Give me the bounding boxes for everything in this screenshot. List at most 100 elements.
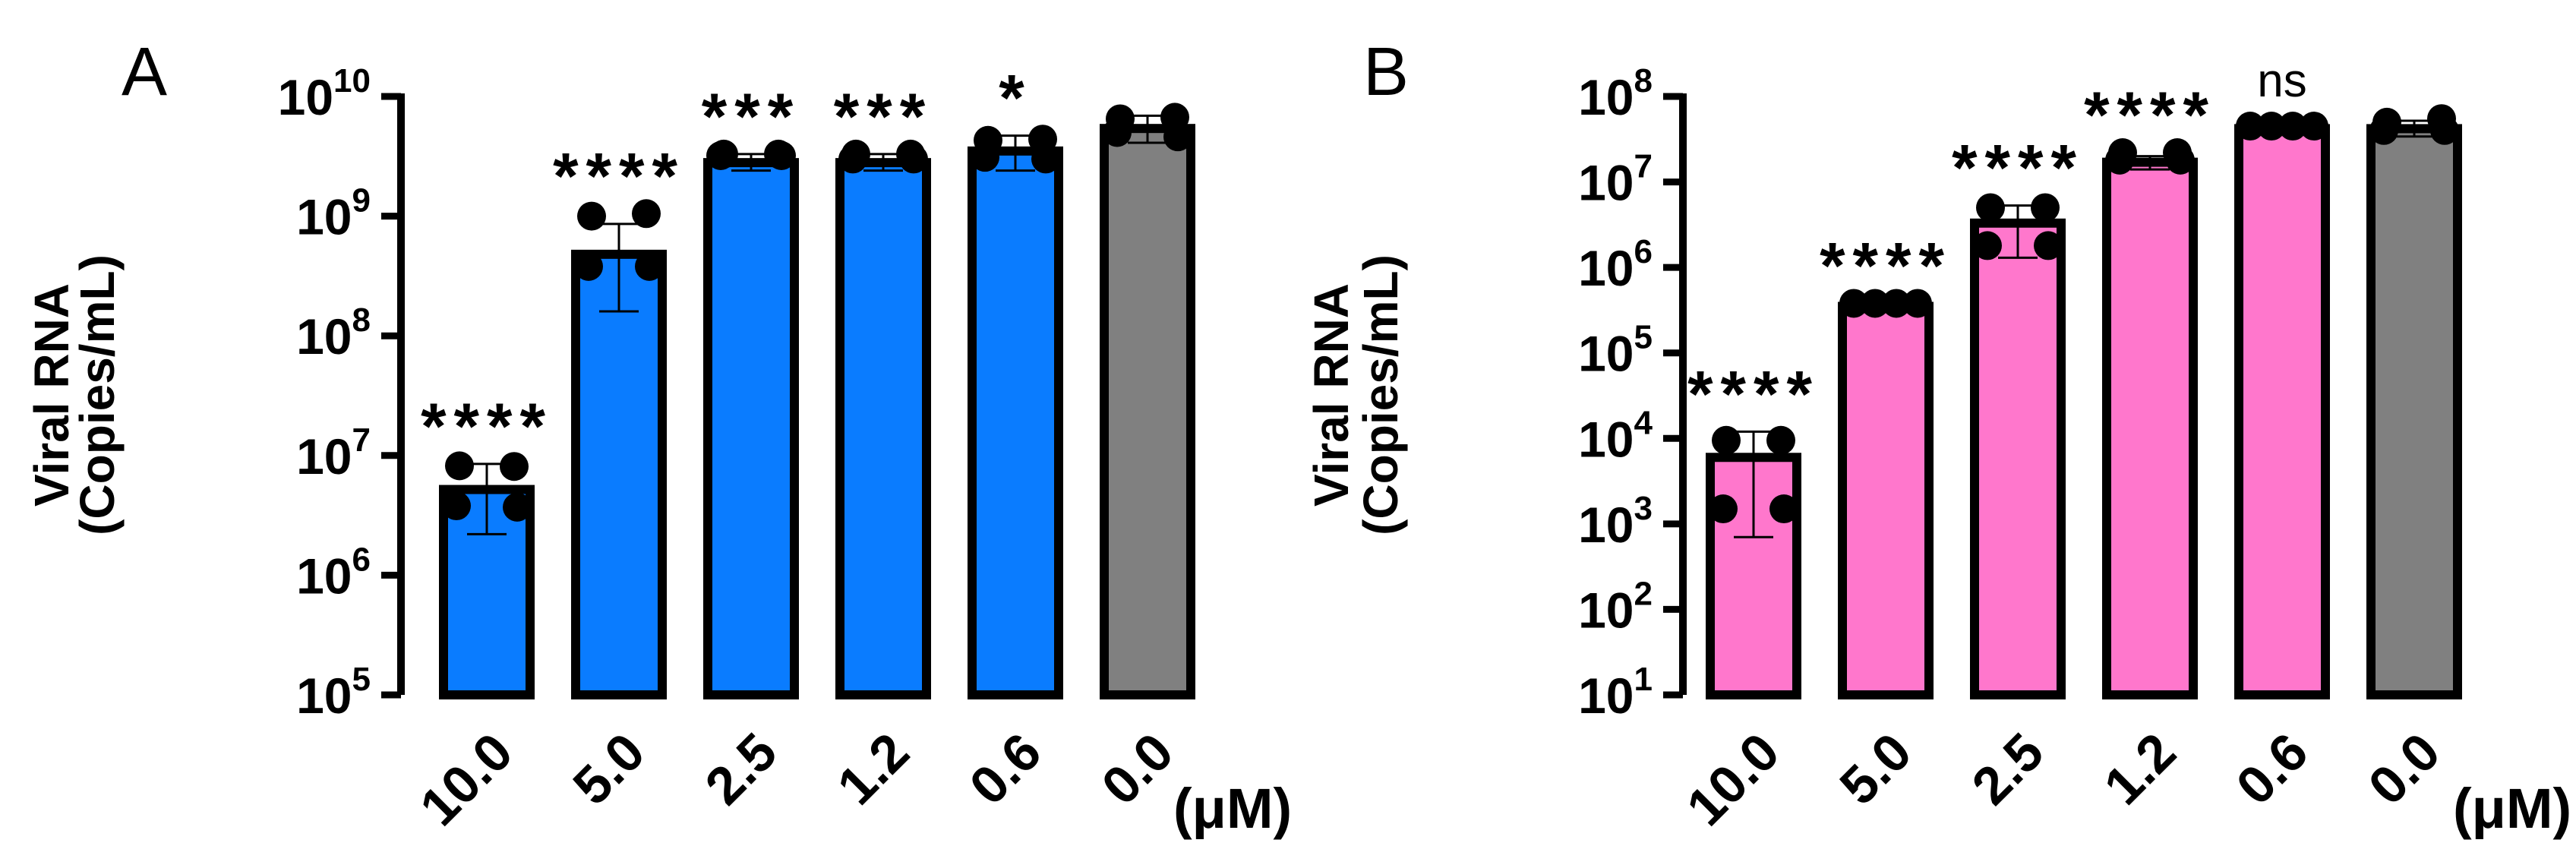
- y-tick-base: 10: [1578, 582, 1634, 638]
- y-tick-label: 107: [296, 421, 371, 485]
- bar: [2366, 124, 2462, 699]
- y-tick-base: 10: [1578, 411, 1634, 467]
- y-tick-base: 10: [1578, 155, 1634, 211]
- y-tick-exponent: 3: [1634, 490, 1653, 527]
- data-point: [635, 251, 664, 281]
- data-point: [1882, 289, 1911, 318]
- bar: [968, 146, 1063, 700]
- bar: [571, 249, 667, 700]
- data-point: [632, 199, 661, 229]
- y-tick-exponent: 1: [1634, 661, 1653, 698]
- data-point: [2300, 112, 2328, 141]
- y-axis-label-line1: Viral RNA: [1304, 283, 1359, 507]
- bar: [2102, 157, 2198, 700]
- significance-label: ****: [553, 140, 685, 213]
- data-point: [442, 491, 471, 521]
- y-tick-exponent: 6: [352, 541, 371, 578]
- y-axis-label-line2: (Copies/mL): [1353, 254, 1408, 535]
- significance-label: ****: [1952, 132, 2084, 205]
- y-tick-label: 1010: [278, 62, 371, 125]
- y-tick-base: 10: [296, 548, 352, 604]
- data-point: [2257, 112, 2286, 141]
- y-tick-exponent: 5: [352, 661, 371, 698]
- data-point: [2034, 231, 2063, 260]
- y-tick-base: 10: [296, 428, 352, 485]
- data-point: [2166, 145, 2195, 175]
- y-tick-label: 109: [296, 182, 371, 245]
- x-tick-label: 10.0: [409, 721, 523, 836]
- data-point: [503, 492, 532, 522]
- data-point: [2369, 115, 2398, 145]
- y-tick-label: 103: [1578, 490, 1653, 553]
- data-point: [1861, 289, 1889, 318]
- data-point: [706, 140, 735, 170]
- y-tick-exponent: 7: [352, 421, 371, 459]
- data-point: [1769, 494, 1798, 524]
- y-tick-base: 10: [296, 668, 352, 724]
- data-point: [1103, 118, 1132, 147]
- y-tick-exponent: 4: [1634, 404, 1653, 441]
- x-tick-label: 0.6: [958, 721, 1053, 816]
- data-point: [577, 201, 606, 231]
- data-point: [2031, 193, 2060, 223]
- y-tick-exponent: 2: [1634, 575, 1653, 612]
- y-tick-base: 10: [296, 189, 352, 245]
- data-point: [2105, 145, 2134, 175]
- y-tick-label: 107: [1578, 148, 1653, 211]
- y-tick-label: 106: [296, 541, 371, 604]
- x-tick-label: 2.5: [694, 721, 788, 816]
- panel-label: A: [122, 34, 167, 110]
- significance-label: ***: [702, 81, 800, 153]
- y-axis-label-line1: Viral RNA: [24, 283, 79, 507]
- y-tick-label: 104: [1578, 404, 1653, 467]
- significance-label: *: [999, 62, 1031, 135]
- y-tick-base: 10: [296, 308, 352, 365]
- y-tick-base: 10: [1578, 668, 1634, 724]
- x-tick-label: 5.0: [1829, 721, 1923, 816]
- x-unit-label: (μM): [1173, 777, 1292, 840]
- y-tick-base: 10: [1578, 240, 1634, 296]
- y-tick-label: 102: [1578, 575, 1653, 638]
- panel-label: B: [1363, 34, 1409, 110]
- significance-label: ****: [421, 390, 553, 463]
- bar: [703, 158, 799, 700]
- data-point: [1712, 425, 1741, 455]
- data-point: [1903, 289, 1932, 318]
- y-tick-label: 108: [1578, 62, 1653, 125]
- y-tick-exponent: 8: [352, 301, 371, 339]
- significance-label: ***: [834, 81, 933, 153]
- significance-label: ns: [2257, 55, 2306, 107]
- y-tick-label: 105: [1578, 319, 1653, 382]
- data-point: [574, 251, 603, 281]
- bar: [835, 158, 931, 700]
- y-tick-label: 101: [1578, 661, 1653, 724]
- y-axis-label-line2: (Copies/mL): [70, 254, 125, 535]
- bar: [2234, 124, 2330, 699]
- x-tick-label: 1.2: [826, 721, 920, 816]
- x-tick-label: 5.0: [562, 721, 656, 816]
- data-point: [1709, 494, 1738, 524]
- x-tick-label: 0.0: [1091, 721, 1185, 816]
- y-tick-base: 10: [1578, 497, 1634, 553]
- data-point: [445, 451, 474, 481]
- y-tick-base: 10: [278, 69, 333, 125]
- y-tick-exponent: 5: [1634, 319, 1653, 356]
- y-tick-base: 10: [1578, 326, 1634, 382]
- x-tick-label: 0.6: [2225, 721, 2319, 816]
- y-tick-exponent: 9: [352, 182, 371, 219]
- y-tick-label: 106: [1578, 233, 1653, 296]
- x-tick-label: 0.0: [2357, 721, 2451, 816]
- data-point: [838, 144, 867, 174]
- bar: [1970, 218, 2066, 699]
- y-tick-exponent: 10: [333, 62, 371, 99]
- data-point: [1163, 122, 1192, 152]
- x-tick-label: 1.2: [2093, 721, 2187, 816]
- y-tick-exponent: 6: [1634, 233, 1653, 270]
- data-point: [767, 140, 796, 170]
- data-point: [1766, 425, 1795, 455]
- significance-label: ****: [2084, 79, 2216, 152]
- data-point: [1031, 144, 1060, 174]
